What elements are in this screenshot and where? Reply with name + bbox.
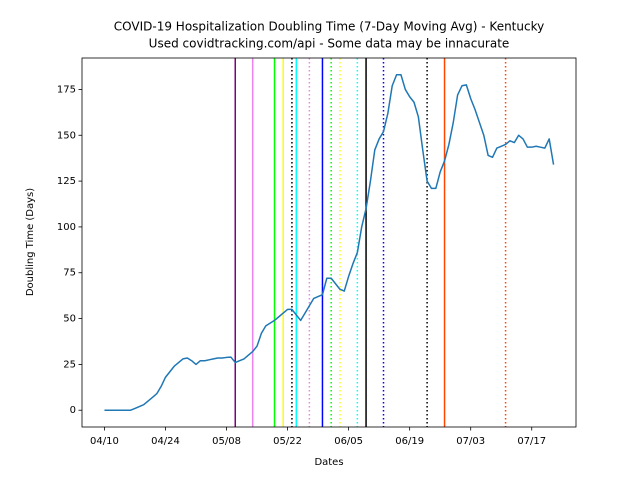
x-tick-label: 06/05 — [334, 436, 363, 447]
x-tick-label: 04/10 — [90, 436, 119, 447]
x-tick-label: 05/08 — [212, 436, 241, 447]
chart-subtitle: Used covidtracking.com/api - Some data m… — [149, 37, 510, 51]
y-tick-label: 150 — [57, 130, 76, 141]
y-tick-label: 50 — [63, 314, 76, 325]
x-tick-label: 07/17 — [517, 436, 546, 447]
y-tick-label: 75 — [63, 268, 76, 279]
y-tick-label: 25 — [63, 359, 76, 370]
x-tick-label: 04/24 — [151, 436, 180, 447]
y-axis-label: Doubling Time (Days) — [25, 188, 36, 296]
x-axis-label: Dates — [314, 457, 343, 468]
plot-frame — [81, 57, 577, 428]
data-line — [104, 74, 555, 411]
chart-title: COVID-19 Hospitalization Doubling Time (… — [114, 20, 544, 34]
x-tick-label: 06/19 — [395, 436, 424, 447]
y-tick-label: 100 — [57, 222, 76, 233]
x-tick-label: 07/03 — [456, 436, 485, 447]
y-tick-label: 125 — [57, 176, 76, 187]
x-tick-label: 05/22 — [273, 436, 302, 447]
y-tick-label: 175 — [57, 84, 76, 95]
y-tick-label: 0 — [70, 405, 76, 416]
